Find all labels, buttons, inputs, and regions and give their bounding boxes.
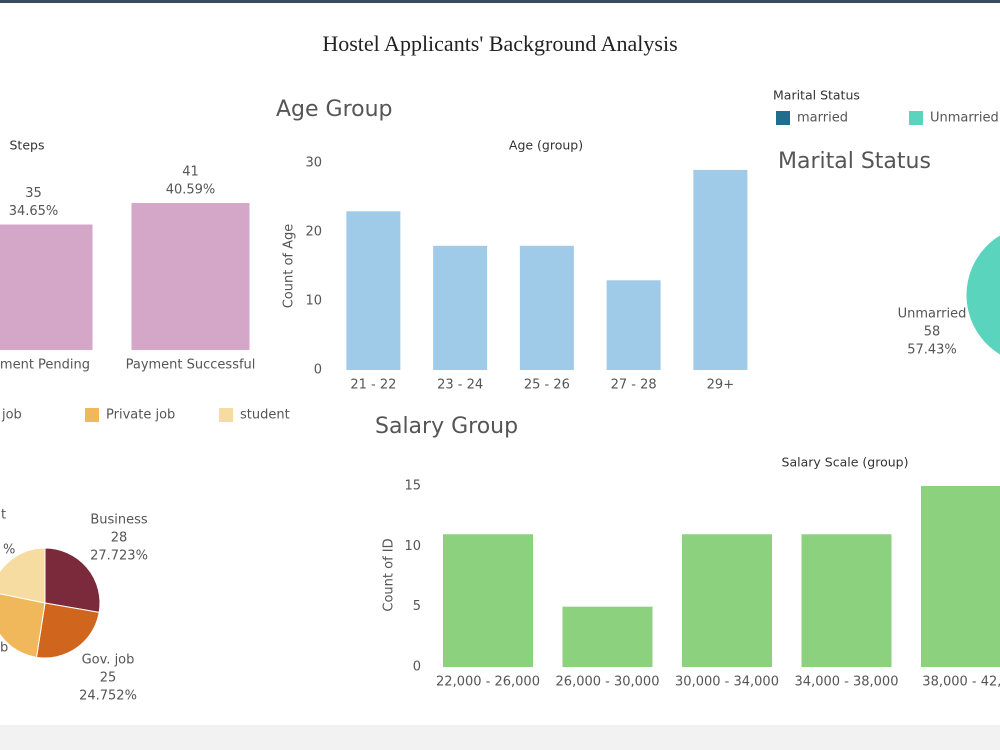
chart-header: Salary Scale (group) [782, 455, 909, 470]
partial-label: b [0, 641, 8, 656]
y-tick-label: 5 [413, 599, 421, 614]
y-tick-label: 30 [305, 156, 322, 171]
y-tick-label: 0 [413, 660, 421, 675]
legend-marker [909, 111, 923, 125]
legend-label: Private job [106, 408, 175, 423]
chart-header: Steps [10, 138, 45, 153]
slice-value: 28 [111, 531, 128, 546]
bar [801, 534, 892, 667]
x-tick-label: 26,000 - 30,000 [556, 675, 660, 690]
x-tick-label: 25 - 26 [524, 378, 570, 393]
percent-label: 34.65% [9, 204, 59, 219]
slice-name: Gov. job [82, 653, 135, 668]
dashboard-title: Hostel Applicants' Background Analysis [322, 31, 677, 56]
y-tick-label: 15 [404, 479, 421, 494]
x-tick-label: 34,000 - 38,000 [795, 675, 899, 690]
legend-marker [219, 408, 233, 422]
x-tick-label: 22,000 - 26,000 [436, 675, 540, 690]
x-tick-label: 30,000 - 34,000 [675, 675, 779, 690]
legend-label: Gov. job [0, 408, 22, 423]
x-tick-label: 21 - 22 [350, 378, 396, 393]
bar [562, 606, 653, 667]
slice-percent: 57.43% [907, 343, 957, 358]
partial-label: t [1, 508, 6, 523]
slice-percent: 24.752% [79, 689, 137, 704]
y-tick-label: 10 [305, 294, 322, 309]
pie-slice [0, 547, 46, 604]
pie-slice [0, 593, 46, 658]
y-tick-label: 0 [314, 363, 322, 378]
bar [433, 245, 488, 370]
slice-name: Unmarried [898, 307, 967, 322]
bar [0, 224, 93, 350]
slice-name: Business [90, 513, 148, 528]
y-tick-label: 20 [305, 225, 322, 240]
legend-marker [85, 408, 99, 422]
partial-label: % [3, 543, 15, 558]
bar [131, 203, 250, 350]
bar [346, 211, 401, 370]
x-tick-label: 27 - 28 [611, 378, 657, 393]
legend-label: student [240, 408, 290, 423]
legend-label: Unmarried [930, 111, 999, 126]
x-tick-label: Payment Pending [0, 358, 90, 373]
chart-title: Marital Status [778, 149, 931, 174]
legend-marker [776, 111, 790, 125]
bar [682, 534, 772, 667]
chart-header: Age (group) [509, 138, 583, 153]
slice-value: 58 [924, 325, 941, 340]
legend-label: married [797, 111, 848, 126]
bar [443, 534, 533, 667]
pie-slice [965, 234, 1000, 356]
percent-label: 40.59% [166, 183, 216, 198]
bar [921, 486, 1000, 667]
pie-slice [35, 602, 100, 659]
bar [519, 245, 574, 370]
y-axis-label: Count of Age [282, 224, 297, 309]
x-tick-label: Payment Successful [126, 358, 256, 373]
value-label: 35 [25, 186, 42, 201]
y-axis-label: Count of ID [382, 538, 397, 611]
legend-title: Marital Status [773, 88, 860, 103]
top-border [0, 0, 1000, 3]
value-label: 41 [182, 165, 199, 180]
x-tick-label: 23 - 24 [437, 378, 483, 393]
pie-slice [44, 547, 101, 613]
y-tick-label: 10 [404, 539, 421, 554]
x-tick-label: 38,000 - 42,0 [922, 675, 1000, 690]
chart-title: Age Group [276, 97, 393, 122]
slice-value: 25 [100, 671, 117, 686]
x-tick-label: 29+ [707, 378, 734, 393]
slice-percent: 27.723% [90, 549, 148, 564]
chart-title: Salary Group [375, 414, 518, 439]
bar [693, 169, 748, 370]
bottom-strip [0, 725, 1000, 750]
bar [606, 280, 661, 370]
